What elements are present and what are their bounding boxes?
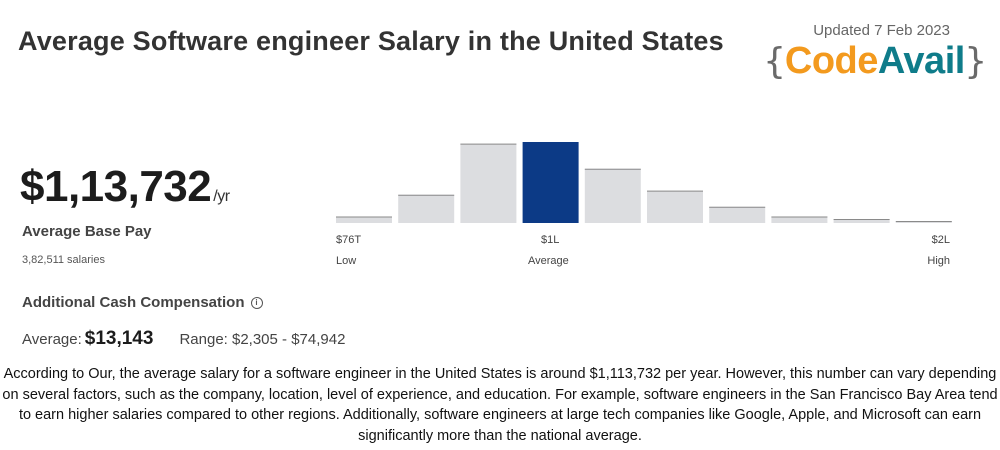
histogram-bar-6 [647,190,703,223]
histogram-bar-5 [584,168,641,223]
info-icon[interactable]: i [250,297,263,309]
average-label: Average: [22,331,82,348]
page-title: Average Software engineer Salary in the … [18,26,724,56]
average-value: $13,143 [84,328,154,349]
range-text: Range: $2,305 - $74,942 [179,331,346,348]
salary-distribution-chart: $76T Low $1L Average $2L High [330,130,960,270]
tick-caption-right: High [927,255,950,267]
salaries-count: 3,82,511 salaries [22,254,105,266]
pay-unit: /yr [213,188,230,205]
average-base-pay-label: Average Base Pay [22,223,152,240]
tick-label-right: $2L [931,234,950,246]
histogram-bar-2 [398,194,455,223]
tick-caption-center: Average [528,255,569,267]
histogram-bar-7 [709,206,766,223]
histogram-bar-8 [771,216,828,223]
histogram-bar-3 [460,143,517,223]
pay-value: $1,13,732 [20,162,212,211]
histogram-svg [336,142,952,223]
additional-cash-heading: Additional Cash Compensation i [22,294,263,311]
tick-label-left: $76T [336,234,362,246]
histogram-bar-1 [336,216,392,223]
additional-cash-row: Average: $13,143 Range: $2,305 - $74,942 [22,328,345,350]
tick-caption-left: Low [336,255,357,267]
description-paragraph: According to Our, the average salary for… [2,366,998,444]
updated-date: Updated 7 Feb 2023 [813,22,950,39]
histogram-bar-4 [522,142,579,223]
codeavail-logo: {CodeAvail} [763,40,987,82]
additional-cash-label: Additional Cash Compensation [22,294,245,311]
histogram-bar-9 [833,219,890,223]
tick-label-center: $1L [541,234,560,246]
average-pay-amount: $1,13,732/yr [20,162,230,212]
